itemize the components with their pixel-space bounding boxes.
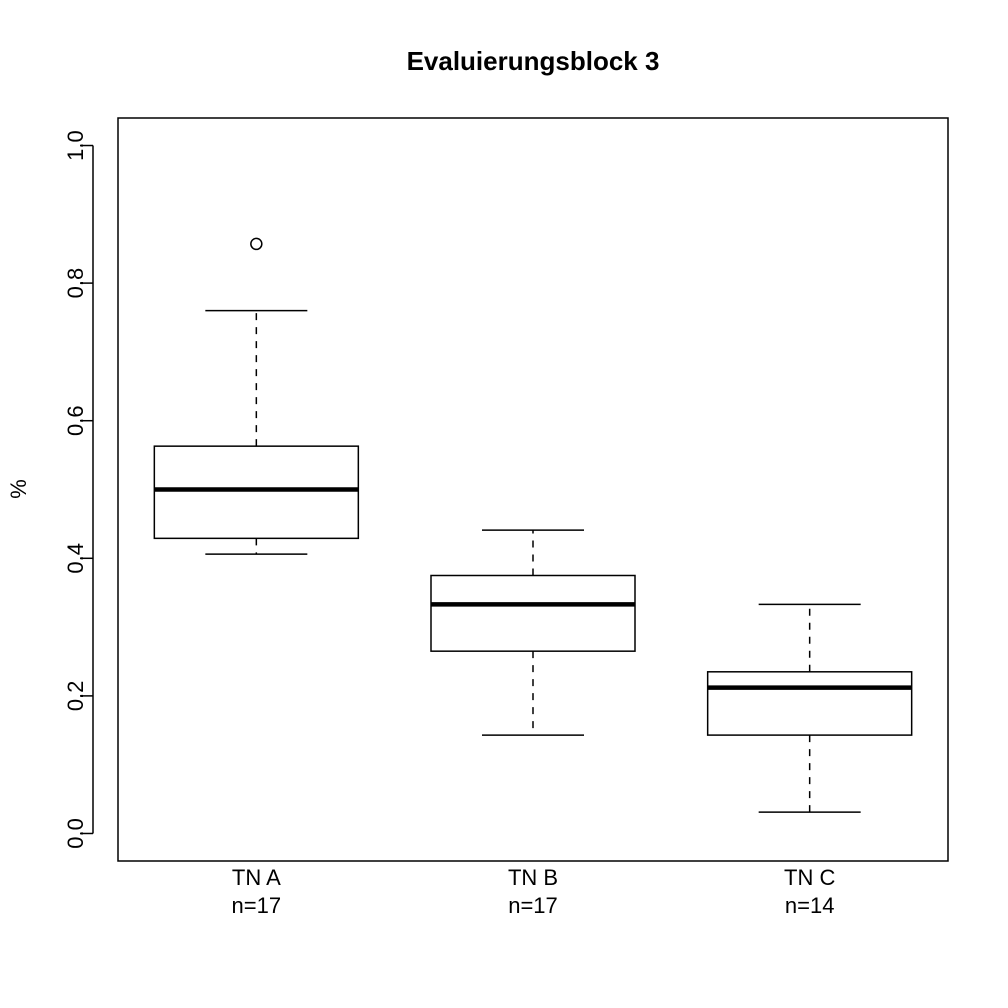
y-axis-label: % bbox=[6, 479, 31, 499]
y-axis: 0.0 0.2 0.4 0.6 0.8 1.0 bbox=[63, 130, 94, 849]
iqr-box bbox=[153, 445, 360, 540]
box-2 bbox=[430, 529, 636, 736]
x-tick-sublabel: n=14 bbox=[785, 893, 835, 918]
x-tick-sublabel: n=17 bbox=[508, 893, 558, 918]
y-tick-label: 0.6 bbox=[63, 405, 88, 436]
x-tick-label: TN B bbox=[508, 865, 558, 890]
y-tick-label: 0.8 bbox=[63, 268, 88, 299]
box-1 bbox=[153, 237, 360, 555]
x-axis-labels: TN A n=17 TN B n=17 TN C n=14 bbox=[232, 865, 836, 918]
y-tick-label: 0.0 bbox=[63, 818, 88, 849]
x-tick-label: TN A bbox=[232, 865, 281, 890]
x-tick-sublabel: n=17 bbox=[232, 893, 282, 918]
box-3 bbox=[706, 603, 913, 813]
x-tick-label: TN C bbox=[784, 865, 835, 890]
iqr-box bbox=[430, 574, 636, 652]
plot-frame bbox=[117, 117, 949, 862]
outlier-point bbox=[250, 237, 263, 251]
boxes-group bbox=[153, 237, 913, 813]
iqr-box bbox=[706, 671, 913, 736]
chart-title: Evaluierungsblock 3 bbox=[407, 46, 660, 76]
y-tick-label: 1.0 bbox=[63, 130, 88, 161]
y-tick-label: 0.4 bbox=[63, 543, 88, 574]
y-tick-label: 0.2 bbox=[63, 681, 88, 712]
